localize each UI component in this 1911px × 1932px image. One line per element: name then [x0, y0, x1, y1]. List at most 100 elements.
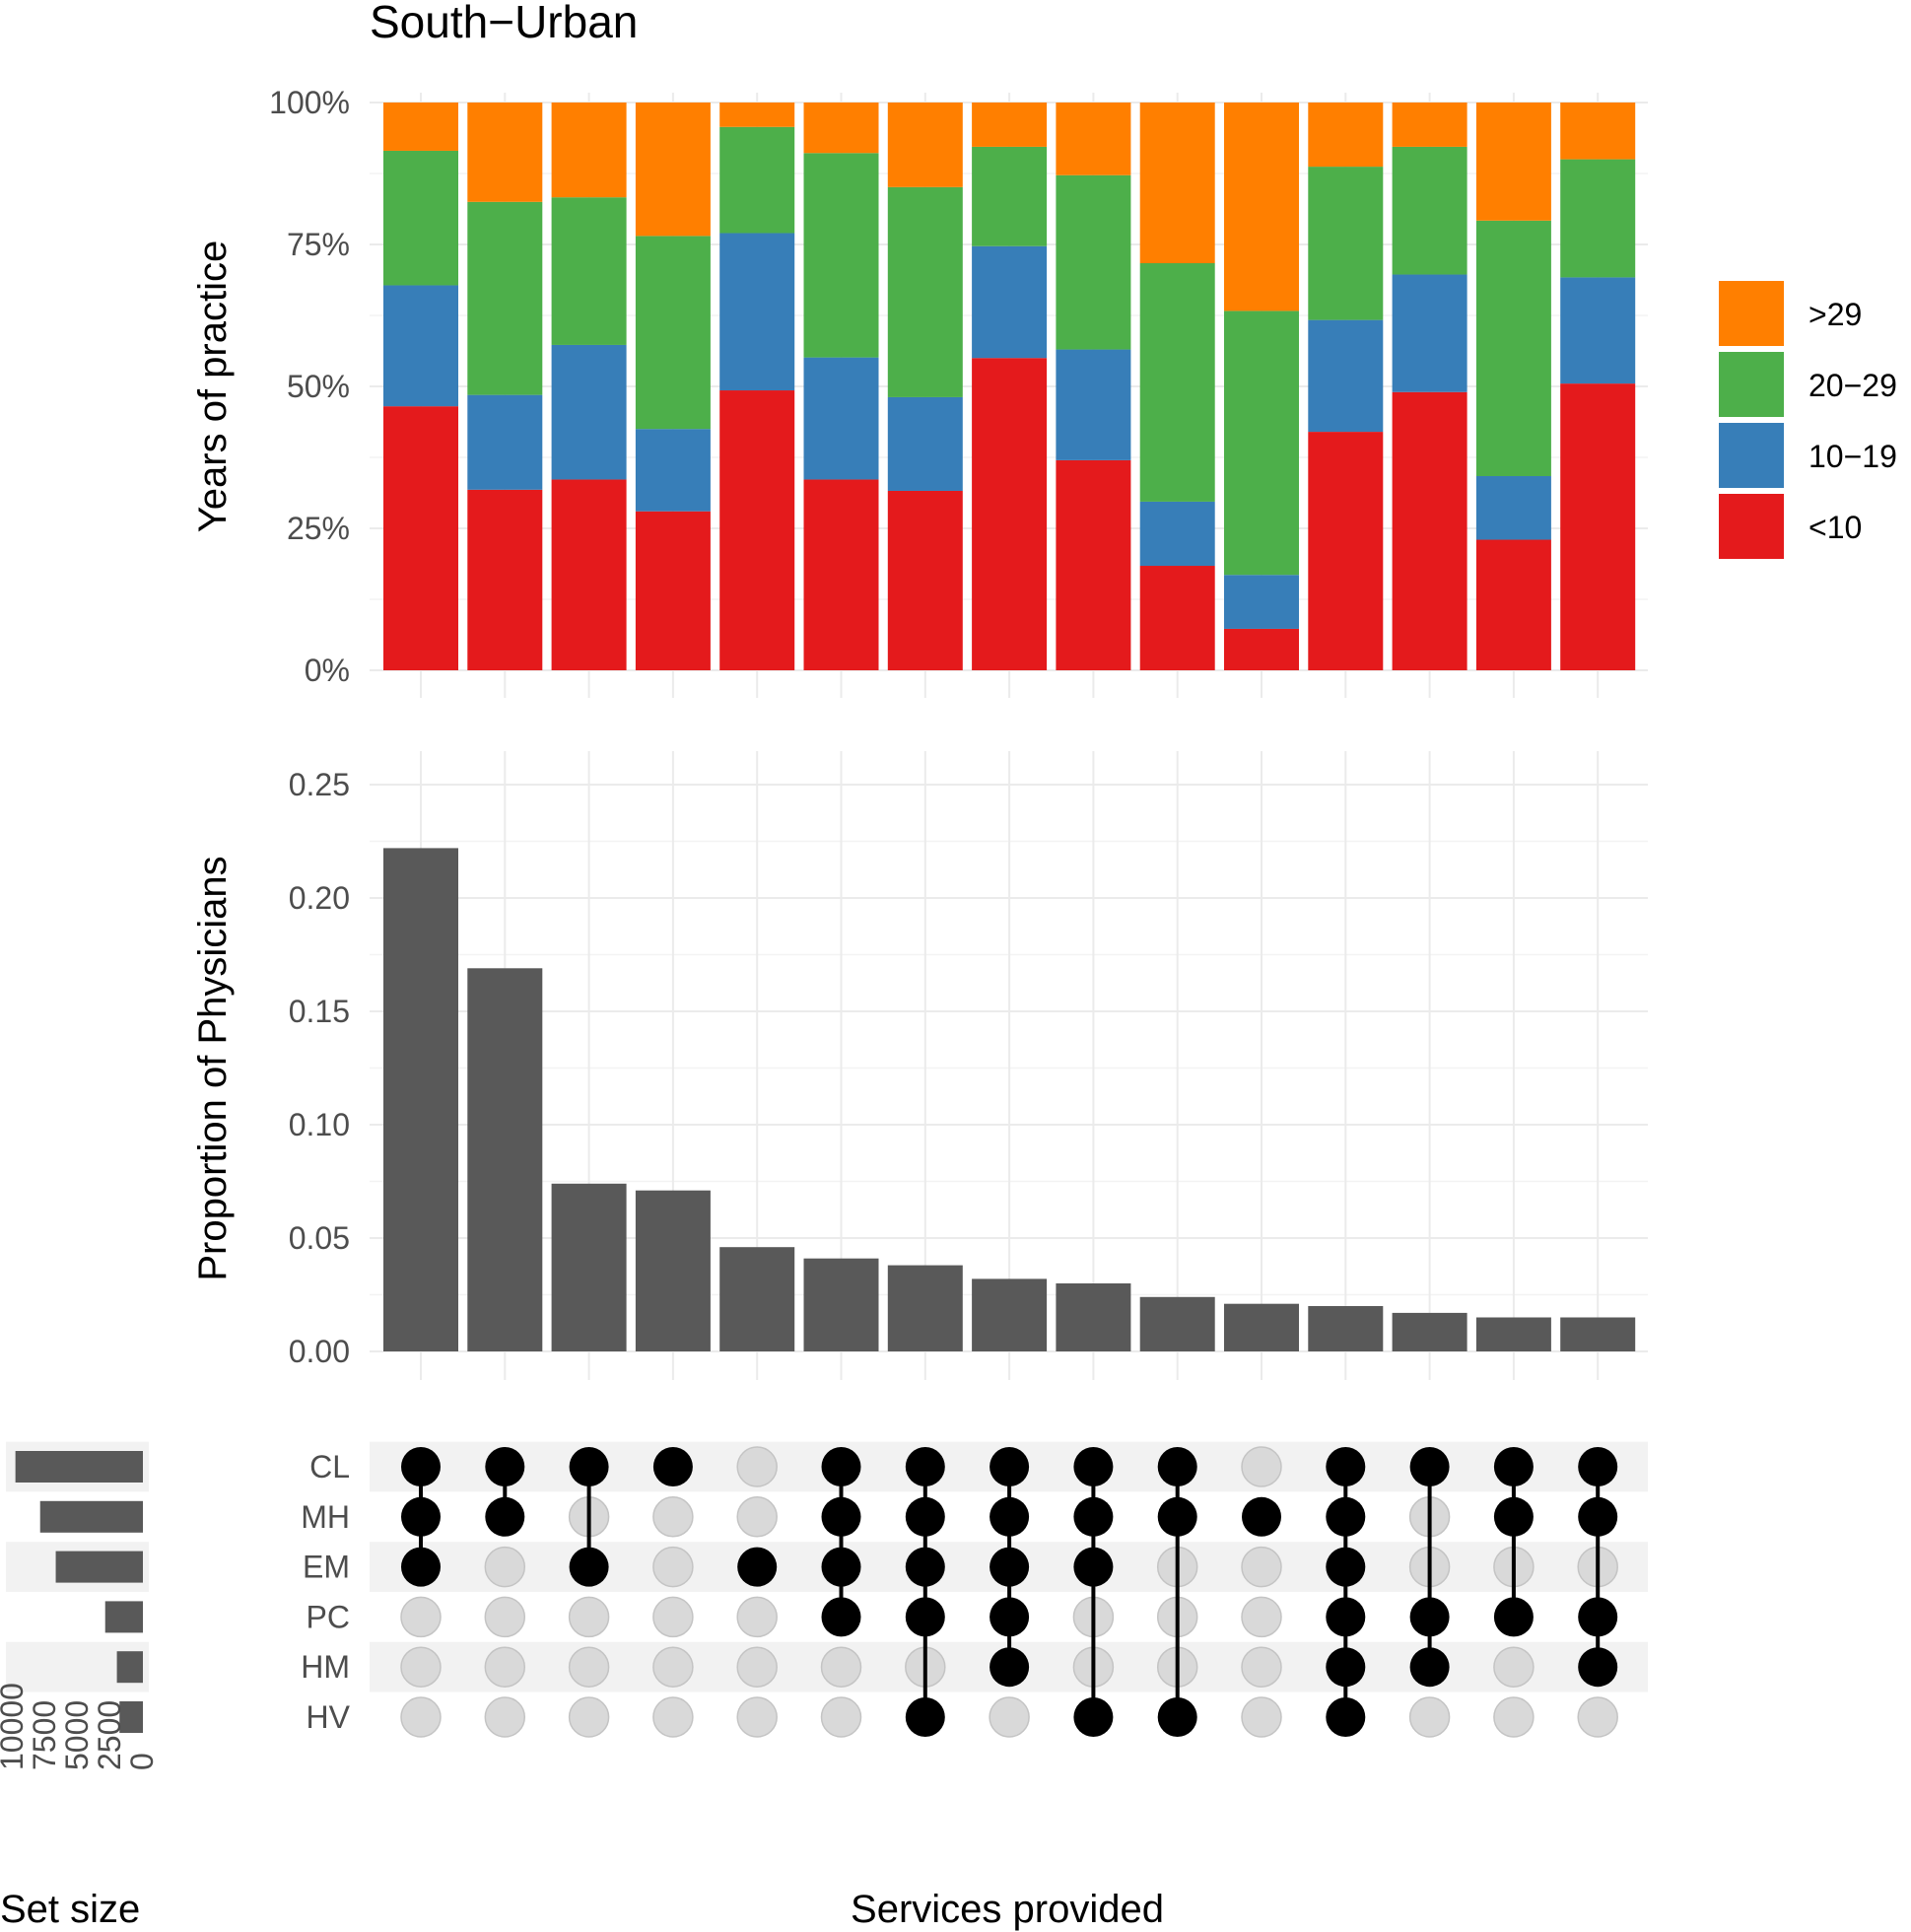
stacked-bar-segment — [972, 245, 1048, 359]
y-tick-label: 0.10 — [289, 1107, 350, 1142]
stacked-bar-segment — [1308, 103, 1384, 168]
stacked-bar-segment — [383, 285, 458, 407]
stacked-bar-segment — [1224, 103, 1299, 311]
matrix-dot-filled — [990, 1647, 1030, 1688]
matrix-dot-filled — [1409, 1597, 1450, 1637]
proportion-bar — [467, 968, 543, 1351]
legend-label: 10−19 — [1809, 439, 1897, 474]
matrix-dot-filled — [652, 1447, 693, 1486]
matrix-dot-filled — [569, 1547, 609, 1587]
stacked-bar-segment — [635, 103, 711, 237]
stacked-bar-segment — [1560, 383, 1636, 670]
matrix-dot-filled — [1326, 1496, 1366, 1537]
matrix-dot-empty — [568, 1696, 610, 1738]
matrix-dot-empty — [400, 1696, 442, 1738]
matrix-dot-filled — [905, 1697, 945, 1737]
y-tick-label: 50% — [287, 369, 350, 404]
proportion-bar — [1308, 1306, 1384, 1351]
upset-matrix-panel: CL MH EM PC HM HV — [301, 1441, 1648, 1738]
matrix-dot-filled — [1409, 1647, 1450, 1688]
proportion-bar — [1475, 1317, 1551, 1351]
matrix-dot-empty — [736, 1646, 778, 1688]
matrix-dot-empty — [568, 1596, 610, 1638]
matrix-dot-filled — [821, 1447, 861, 1486]
matrix-dot-filled — [485, 1447, 525, 1486]
stacked-bar-segment — [1475, 476, 1551, 540]
y-tick-label: 0.25 — [289, 767, 350, 802]
set-label: EM — [303, 1550, 350, 1585]
matrix-dot-filled — [569, 1447, 609, 1486]
stacked-bar-segment — [1056, 174, 1131, 350]
matrix-dot-filled — [1157, 1697, 1197, 1737]
y-tick-label: 0.20 — [289, 880, 350, 916]
matrix-dot-filled — [1326, 1647, 1366, 1688]
matrix-dot-empty — [820, 1696, 862, 1738]
matrix-dot-filled — [821, 1597, 861, 1637]
stacked-bar-segment — [719, 103, 795, 127]
matrix-dot-filled — [1326, 1547, 1366, 1587]
set-label: PC — [307, 1599, 350, 1634]
set-size-bar — [116, 1651, 143, 1684]
stacked-bar-segment — [1224, 310, 1299, 576]
stacked-bar-segment — [635, 429, 711, 512]
matrix-dot-empty — [568, 1646, 610, 1688]
years-of-practice-panel: 0% 25% 50% 75% 100% Years of practice — [191, 85, 1648, 698]
proportion-bar — [803, 1258, 879, 1351]
matrix-dot-filled — [1326, 1447, 1366, 1486]
y-axis-title: Years of practice — [191, 241, 235, 532]
set-label: MH — [301, 1499, 350, 1535]
matrix-dot-empty — [652, 1646, 694, 1688]
matrix-dot-filled — [905, 1447, 945, 1486]
matrix-dot-empty — [736, 1496, 778, 1538]
stacked-bar-segment — [1475, 103, 1551, 221]
stacked-bar-segment — [383, 150, 458, 286]
stacked-bar-segment — [1392, 391, 1467, 670]
matrix-dot-empty — [1241, 1446, 1282, 1487]
matrix-dot-filled — [1242, 1496, 1281, 1537]
matrix-dot-filled — [1578, 1597, 1618, 1637]
stacked-bar-segment — [719, 390, 795, 670]
matrix-dot-empty — [484, 1646, 526, 1688]
matrix-dot-empty — [484, 1696, 526, 1738]
legend-label: >29 — [1809, 297, 1862, 332]
proportion-bar — [551, 1183, 627, 1351]
proportion-bar — [1392, 1312, 1467, 1351]
matrix-dot-empty — [820, 1646, 862, 1688]
stacked-bar-segment — [1056, 349, 1131, 460]
matrix-dot-filled — [1157, 1447, 1197, 1486]
proportion-bar — [635, 1190, 711, 1351]
matrix-dot-empty — [1408, 1696, 1451, 1738]
plot-title: South−Urban — [370, 0, 638, 47]
stacked-bar-segment — [887, 396, 963, 491]
proportion-bar — [1224, 1303, 1299, 1351]
stacked-bar-segment — [383, 103, 458, 151]
stacked-bar-segment — [719, 233, 795, 391]
set-size-bar — [104, 1601, 143, 1633]
legend-swatch — [1719, 494, 1784, 559]
matrix-dot-empty — [1241, 1546, 1282, 1588]
matrix-dot-filled — [1493, 1496, 1534, 1537]
matrix-dot-filled — [1578, 1647, 1618, 1688]
matrix-dot-empty — [400, 1646, 442, 1688]
matrix-dot-empty — [652, 1496, 694, 1538]
proportion-bar — [887, 1265, 963, 1351]
stacked-bar-segment — [887, 186, 963, 397]
matrix-dot-empty — [484, 1596, 526, 1638]
stacked-bar-segment — [1560, 103, 1636, 160]
matrix-dot-filled — [1326, 1597, 1366, 1637]
matrix-dot-empty — [400, 1596, 442, 1638]
matrix-dot-filled — [401, 1447, 441, 1486]
matrix-dot-filled — [485, 1496, 525, 1537]
matrix-dot-empty — [736, 1446, 778, 1487]
matrix-dot-filled — [1493, 1597, 1534, 1637]
stacked-bar-segment — [1056, 103, 1131, 175]
matrix-dot-filled — [401, 1496, 441, 1537]
matrix-dot-filled — [1073, 1697, 1114, 1737]
set-label: HV — [307, 1699, 351, 1735]
stacked-bar-segment — [467, 394, 543, 490]
matrix-dot-filled — [990, 1496, 1030, 1537]
y-tick-label: 100% — [269, 85, 350, 120]
matrix-dot-filled — [990, 1447, 1030, 1486]
